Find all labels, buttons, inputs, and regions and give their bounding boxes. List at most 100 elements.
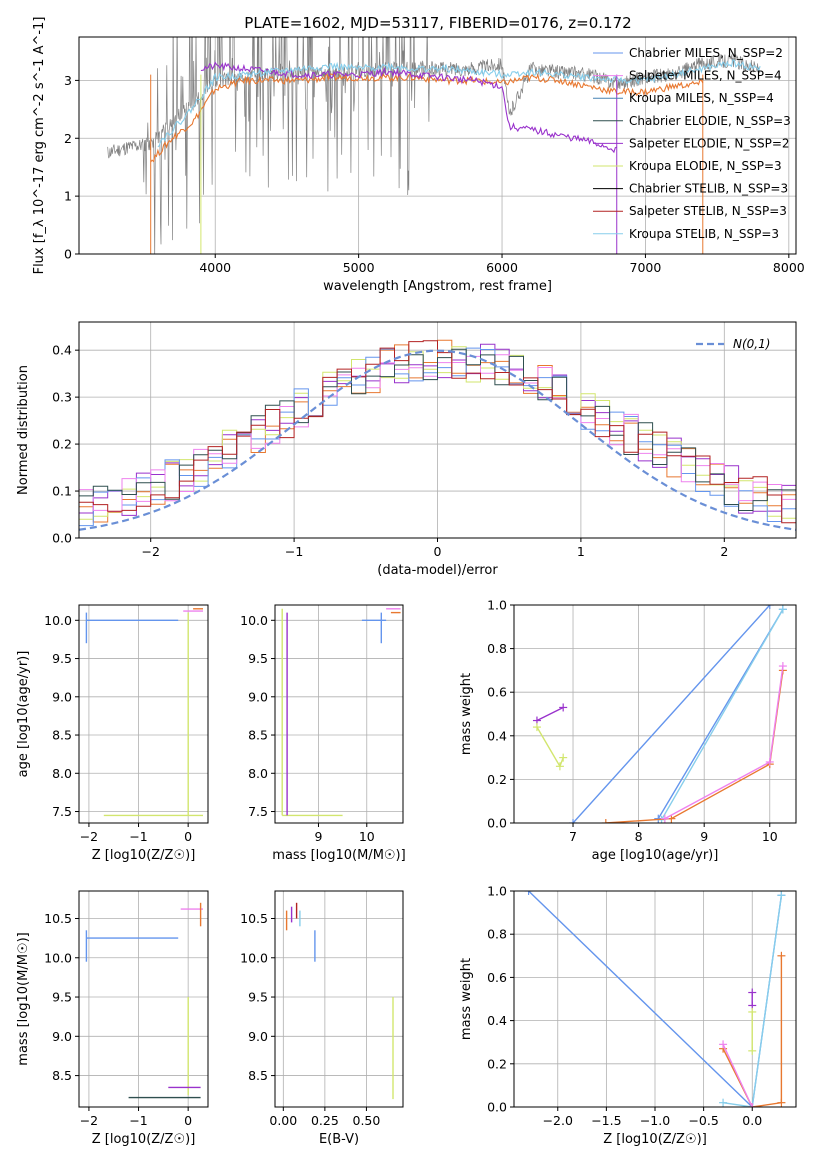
series-line xyxy=(664,665,784,820)
x-tick-label: −1 xyxy=(129,829,147,844)
y-tick-label: 7.5 xyxy=(248,804,268,819)
chart-mass_weight_vs_age: 7 8 9 10 0.0 0.2 0.4 0.6 0.8 1.0 age [log10(age/yr… xyxy=(459,598,797,863)
y-tick-label: 9.0 xyxy=(52,1029,72,1044)
figure-title: PLATE=1602, MJD=53117, FIBERID=0176, z=0… xyxy=(244,14,631,32)
y-tick-label: 9.5 xyxy=(248,990,268,1005)
series-line xyxy=(660,609,784,821)
legend-label: Kroupa MILES, N_SSP=4 xyxy=(629,91,774,105)
x-axis-label: E(B-V) xyxy=(319,1132,359,1147)
legend-label: Chabrier STELIB, N_SSP=3 xyxy=(629,182,788,196)
axes-frame xyxy=(78,604,209,824)
series-line xyxy=(536,706,564,722)
y-axis-label: mass weight xyxy=(459,673,474,755)
series-line xyxy=(722,1044,753,1107)
x-tick-label: −2 xyxy=(80,829,98,844)
x-tick-label: −1.0 xyxy=(640,1113,670,1128)
x-tick-label: 0.50 xyxy=(353,1113,381,1128)
y-tick-label: 0.4 xyxy=(52,343,72,358)
y-tick-label: 0.2 xyxy=(52,437,72,452)
x-tick-label: −2.0 xyxy=(543,1113,573,1128)
legend-label: Chabrier MILES, N_SSP=2 xyxy=(629,46,783,60)
x-tick-label: 8 xyxy=(635,829,643,844)
y-tick-label: 1.0 xyxy=(487,884,507,899)
y-axis-label: mass [log10(M/M☉)] xyxy=(16,932,31,1065)
x-tick-label: −1.5 xyxy=(591,1113,621,1128)
axes-frame xyxy=(513,890,797,1108)
axes-frame xyxy=(78,890,209,1108)
y-tick-label: 1 xyxy=(64,189,72,204)
x-tick-label: 0 xyxy=(184,829,192,844)
axes-frame xyxy=(274,890,404,1108)
plot-area xyxy=(285,902,394,1100)
series-line xyxy=(536,726,564,768)
y-tick-label: 8.0 xyxy=(248,766,268,781)
y-tick-label: 8.0 xyxy=(52,766,72,781)
y-axis-label: Flux [f_λ 10^-17 erg cm^-2 s^-1 A^-1] xyxy=(32,17,47,275)
axes-frame xyxy=(274,604,404,824)
y-tick-label: 0.1 xyxy=(52,484,72,499)
plot-area xyxy=(85,902,203,1099)
y-tick-label: 9.0 xyxy=(248,689,268,704)
histogram-step xyxy=(79,348,796,511)
y-tick-label: 9.5 xyxy=(248,651,268,666)
chart-mass_weight_vs_Z: −2.0 −1.5 −1.0 −0.5 0.0 0.0 0.2 0.4 0.6 0.8 1.0 Z [… xyxy=(459,884,797,1147)
spectrum-data-line xyxy=(107,37,761,254)
x-tick-label: 0 xyxy=(434,544,442,559)
x-tick-label: 4000 xyxy=(199,260,231,275)
y-axis-label: age [log10(age/yr)] xyxy=(16,651,31,778)
y-tick-label: 0.0 xyxy=(52,531,72,546)
histogram-step xyxy=(79,340,796,524)
x-tick-label: 9 xyxy=(314,829,322,844)
legend-label: Salpeter STELIB, N_SSP=3 xyxy=(629,204,787,218)
x-tick-label: 2 xyxy=(720,544,728,559)
x-tick-label: 10 xyxy=(762,829,778,844)
y-tick-label: 8.5 xyxy=(248,1068,268,1083)
y-tick-label: 0.6 xyxy=(487,685,507,700)
y-tick-label: 0.4 xyxy=(487,1013,507,1028)
legend: N(0,1) xyxy=(696,337,770,351)
chart-mass_vs_ebv: 0.00 0.25 0.50 8.5 9.0 9.5 10.0 10.5 E(B-V) xyxy=(240,890,404,1147)
x-tick-label: −2 xyxy=(80,1113,98,1128)
y-tick-label: 8.5 xyxy=(52,728,72,743)
y-tick-label: 9.5 xyxy=(52,651,72,666)
legend: Chabrier MILES, N_SSP=2 Salpeter MILES, N… xyxy=(593,46,791,241)
x-axis-label: (data-model)/error xyxy=(377,563,498,578)
x-tick-label: 9 xyxy=(700,829,708,844)
y-tick-label: 0.3 xyxy=(52,390,72,405)
y-tick-label: 0.0 xyxy=(487,1100,507,1115)
plot-area xyxy=(524,891,786,1107)
chart-mass_vs_Z: −2 −1 0 8.5 9.0 9.5 10.0 10.5 Z [log10(Z/Z☉)] mas… xyxy=(16,890,209,1147)
x-tick-label: 0.00 xyxy=(269,1113,297,1128)
y-tick-label: 10.0 xyxy=(240,613,268,628)
chart-age_vs_Z: −2 −1 0 7.5 8.0 8.5 9.0 9.5 10.0 Z [log10(Z/Z☉)] a… xyxy=(16,604,209,863)
plot-area xyxy=(532,605,787,823)
y-tick-label: 10.0 xyxy=(44,950,72,965)
normal-curve xyxy=(79,349,796,531)
x-tick-label: 5000 xyxy=(343,260,375,275)
y-tick-label: 9.5 xyxy=(52,990,72,1005)
x-tick-label: 1 xyxy=(577,544,585,559)
x-tick-label: −0.5 xyxy=(688,1113,718,1128)
y-tick-label: 10.0 xyxy=(240,950,268,965)
axes-frame xyxy=(78,36,797,255)
axes-frame xyxy=(513,604,797,824)
x-tick-label: −1 xyxy=(285,544,303,559)
y-tick-label: 0.2 xyxy=(487,1056,507,1071)
x-axis-label: wavelength [Angstrom, rest frame] xyxy=(323,279,552,294)
x-tick-label: 10 xyxy=(359,829,375,844)
y-axis-label: mass weight xyxy=(459,958,474,1040)
y-tick-label: 8.5 xyxy=(52,1068,72,1083)
axes-frame xyxy=(78,321,797,539)
x-tick-label: 7 xyxy=(569,829,577,844)
spectrum-model-line xyxy=(150,72,704,163)
legend-label: Kroupa ELODIE, N_SSP=3 xyxy=(629,159,782,173)
x-tick-label: 0.0 xyxy=(742,1113,762,1128)
y-tick-label: 8.5 xyxy=(248,728,268,743)
legend-label: N(0,1) xyxy=(733,337,770,351)
series-line xyxy=(605,670,784,823)
x-axis-label: Z [log10(Z/Z☉)] xyxy=(92,848,196,863)
y-tick-label: 0 xyxy=(64,247,72,262)
spectrum-model-line xyxy=(200,61,618,154)
